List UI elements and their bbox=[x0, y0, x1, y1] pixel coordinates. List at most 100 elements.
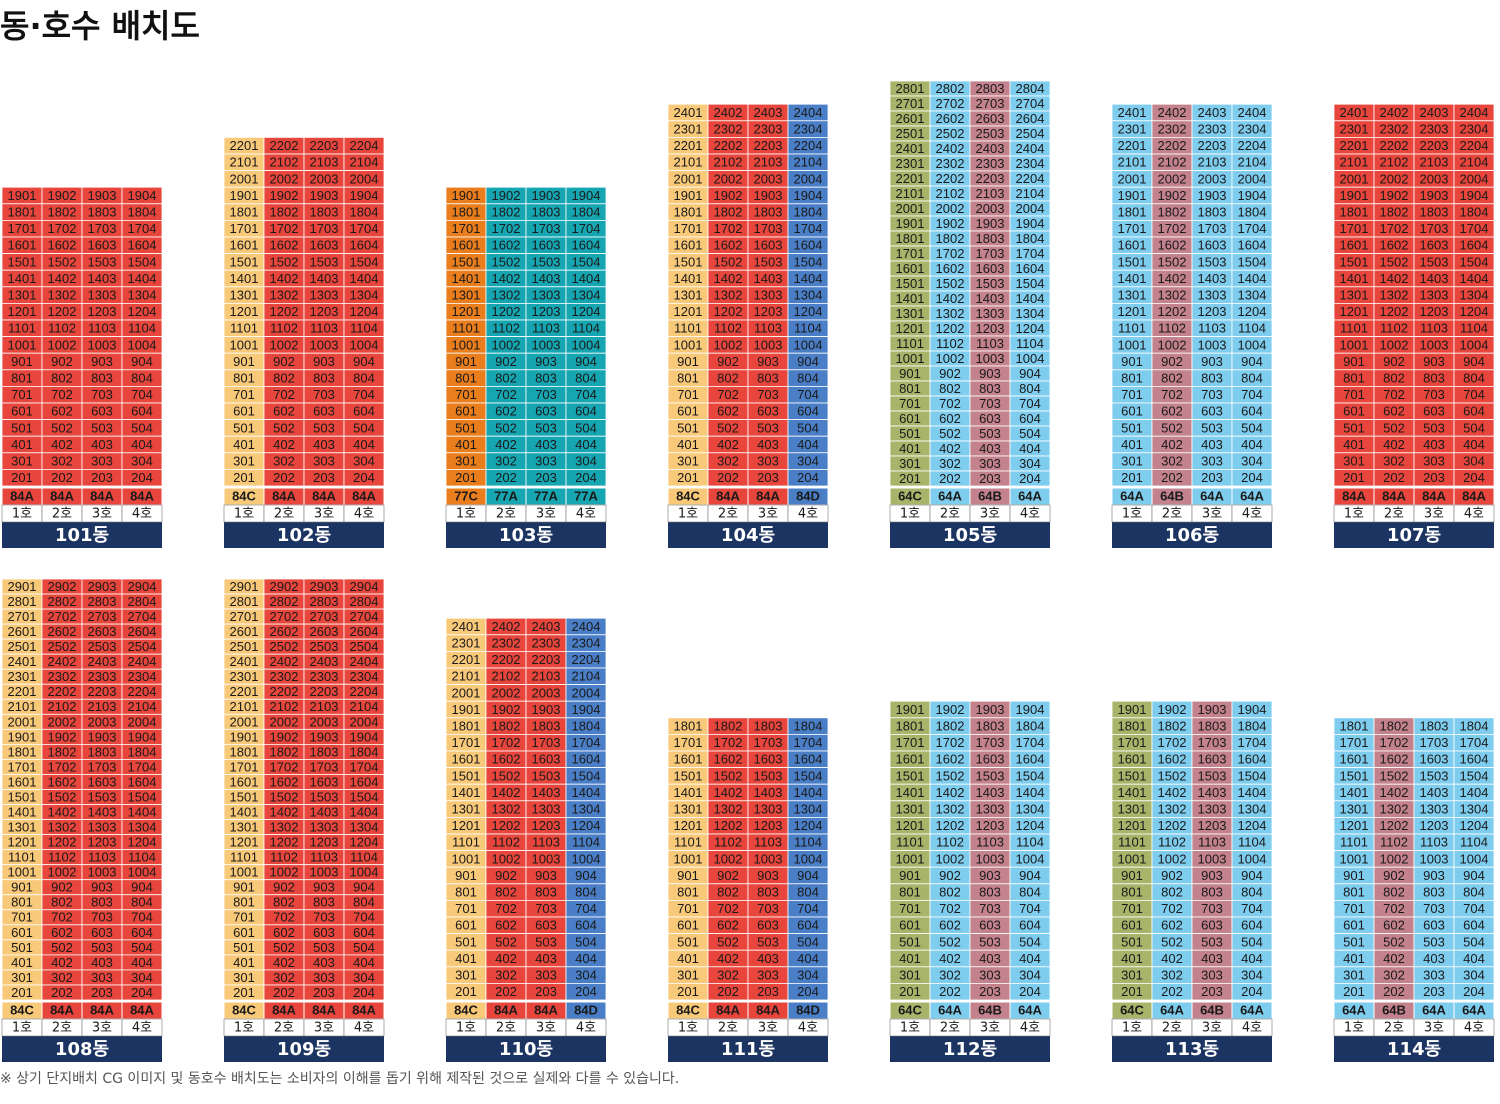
unit-number: 804 bbox=[1463, 885, 1485, 900]
unit-number: 1703 bbox=[754, 221, 783, 236]
unit-number: 1904 bbox=[1016, 216, 1045, 231]
unit-number: 1004 bbox=[1460, 337, 1489, 352]
unit-number: 901 bbox=[677, 868, 699, 883]
unit-type: 64C bbox=[898, 1002, 922, 1017]
unit-number: 1604 bbox=[794, 238, 823, 253]
unit-number: 703 bbox=[979, 396, 1001, 411]
unit-type: 84C bbox=[232, 488, 256, 503]
unit-number: 2604 bbox=[1016, 111, 1045, 126]
unit-number: 1602 bbox=[48, 774, 77, 789]
line-number: 4호 bbox=[1020, 507, 1040, 522]
unit-number: 2003 bbox=[1198, 171, 1227, 186]
unit-number: 804 bbox=[1019, 885, 1041, 900]
unit-number: 2404 bbox=[350, 654, 379, 669]
unit-number: 303 bbox=[1201, 968, 1223, 983]
unit-number: 204 bbox=[1241, 984, 1263, 999]
unit-number: 1603 bbox=[976, 261, 1005, 276]
unit-number: 1101 bbox=[230, 850, 258, 865]
unit-number: 401 bbox=[11, 955, 33, 970]
unit-number: 301 bbox=[455, 454, 477, 469]
unit-number: 304 bbox=[1019, 968, 1041, 983]
unit-number: 1304 bbox=[794, 288, 823, 303]
unit-number: 1401 bbox=[1118, 785, 1147, 800]
unit-number: 902 bbox=[717, 868, 739, 883]
unit-number: 2703 bbox=[88, 609, 117, 624]
unit-number: 504 bbox=[575, 934, 597, 949]
unit-number: 903 bbox=[313, 880, 335, 895]
unit-type: 84A bbox=[90, 1002, 114, 1017]
unit-number: 404 bbox=[1241, 437, 1263, 452]
unit-number: 1603 bbox=[754, 238, 783, 253]
unit-number: 1502 bbox=[1158, 768, 1187, 783]
unit-number: 1801 bbox=[1340, 719, 1369, 734]
unit-number: 1602 bbox=[1380, 752, 1409, 767]
unit-number: 2601 bbox=[8, 624, 37, 639]
unit-number: 2103 bbox=[88, 699, 117, 714]
unit-number: 902 bbox=[1383, 354, 1405, 369]
unit-number: 1202 bbox=[714, 304, 743, 319]
unit-number: 903 bbox=[1423, 354, 1445, 369]
unit-number: 1204 bbox=[1016, 321, 1045, 336]
unit-number: 1902 bbox=[936, 702, 965, 717]
unit-number: 1501 bbox=[1340, 254, 1369, 269]
unit-number: 2202 bbox=[1380, 138, 1409, 153]
unit-number: 701 bbox=[455, 901, 477, 916]
unit-number: 1203 bbox=[88, 835, 117, 850]
unit-number: 604 bbox=[797, 404, 819, 419]
unit-number: 1402 bbox=[270, 804, 299, 819]
unit-number: 1901 bbox=[1118, 188, 1147, 203]
unit-number: 1802 bbox=[48, 205, 77, 220]
unit-number: 303 bbox=[757, 968, 779, 983]
unit-number: 2704 bbox=[1016, 96, 1045, 111]
unit-number: 303 bbox=[91, 970, 113, 985]
unit-number: 1201 bbox=[674, 304, 703, 319]
unit-cell bbox=[343, 468, 385, 487]
unit-number: 901 bbox=[455, 868, 477, 883]
unit-number: 604 bbox=[1019, 411, 1041, 426]
unit-number: 304 bbox=[575, 968, 597, 983]
unit-number: 402 bbox=[717, 951, 739, 966]
unit-number: 1302 bbox=[270, 288, 299, 303]
unit-number: 204 bbox=[353, 470, 375, 485]
unit-number: 1001 bbox=[8, 865, 37, 880]
unit-number: 1702 bbox=[936, 735, 965, 750]
unit-number: 301 bbox=[455, 968, 477, 983]
unit-number: 603 bbox=[1201, 918, 1223, 933]
line-number: 2호 bbox=[718, 507, 738, 522]
unit-number: 801 bbox=[1343, 885, 1365, 900]
unit-number: 801 bbox=[899, 885, 921, 900]
unit-number: 1403 bbox=[754, 785, 783, 800]
unit-number: 803 bbox=[1201, 371, 1223, 386]
page-title: 동·호수 배치도 bbox=[0, 7, 200, 45]
unit-number: 701 bbox=[899, 396, 921, 411]
unit-number: 401 bbox=[1343, 437, 1365, 452]
unit-number: 1003 bbox=[532, 851, 561, 866]
unit-number: 1503 bbox=[310, 789, 339, 804]
unit-number: 2704 bbox=[128, 609, 157, 624]
unit-number: 2301 bbox=[230, 669, 259, 684]
unit-number: 1403 bbox=[532, 271, 561, 286]
unit-number: 804 bbox=[1241, 371, 1263, 386]
unit-number: 1202 bbox=[48, 304, 77, 319]
unit-number: 2301 bbox=[1340, 122, 1369, 137]
unit-number: 203 bbox=[1201, 984, 1223, 999]
unit-number: 504 bbox=[1463, 420, 1485, 435]
unit-number: 2803 bbox=[310, 594, 339, 609]
unit-number: 1704 bbox=[794, 221, 823, 236]
unit-number: 1301 bbox=[8, 820, 37, 835]
unit-number: 1504 bbox=[794, 254, 823, 269]
unit-number: 1103 bbox=[1198, 835, 1226, 850]
building-name: 106동 bbox=[1165, 525, 1219, 546]
unit-number: 2101 bbox=[230, 699, 259, 714]
unit-number: 702 bbox=[717, 387, 739, 402]
unit-number: 2401 bbox=[896, 141, 925, 156]
unit-number: 2104 bbox=[350, 155, 379, 170]
unit-number: 703 bbox=[313, 910, 335, 925]
unit-number: 304 bbox=[797, 454, 819, 469]
unit-number: 602 bbox=[717, 404, 739, 419]
unit-number: 501 bbox=[455, 420, 477, 435]
unit-number: 703 bbox=[91, 387, 113, 402]
unit-number: 1804 bbox=[794, 719, 823, 734]
unit-number: 1101 bbox=[8, 321, 36, 336]
unit-number: 1603 bbox=[310, 774, 339, 789]
